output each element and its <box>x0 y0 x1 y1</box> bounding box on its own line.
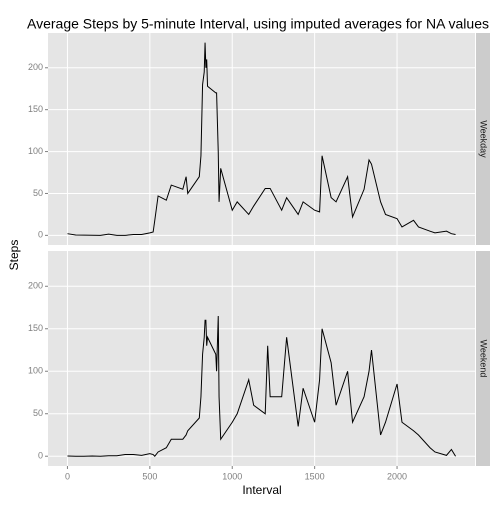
y-tick-label: 100 <box>28 146 43 156</box>
y-tick-label: 50 <box>33 188 43 198</box>
y-tick-label: 100 <box>28 366 43 376</box>
chart-title: Average Steps by 5-minute Interval, usin… <box>27 16 489 32</box>
x-axis-label: Interval <box>242 483 281 497</box>
strip-label: Weekday <box>479 120 489 158</box>
y-tick-label: 200 <box>28 281 43 291</box>
y-tick-label: 150 <box>28 323 43 333</box>
panel-background <box>48 251 475 466</box>
y-tick-label: 200 <box>28 62 43 72</box>
line <box>67 315 456 457</box>
x-tick-label: 0 <box>65 471 70 481</box>
y-tick-label: 150 <box>28 104 43 114</box>
y-tick-label: 0 <box>38 230 43 240</box>
panel-background <box>48 33 475 245</box>
x-tick-label: 500 <box>142 471 157 481</box>
y-axis-label: Steps <box>7 240 21 271</box>
line <box>67 42 456 236</box>
x-tick-label: 1000 <box>222 471 242 481</box>
x-tick-label: 2000 <box>387 471 407 481</box>
strip-background <box>476 251 490 466</box>
y-tick-label: 50 <box>33 408 43 418</box>
strip-background <box>476 33 490 245</box>
y-tick-label: 0 <box>38 451 43 461</box>
x-tick-label: 1500 <box>305 471 325 481</box>
strip-label: Weekend <box>479 340 489 378</box>
